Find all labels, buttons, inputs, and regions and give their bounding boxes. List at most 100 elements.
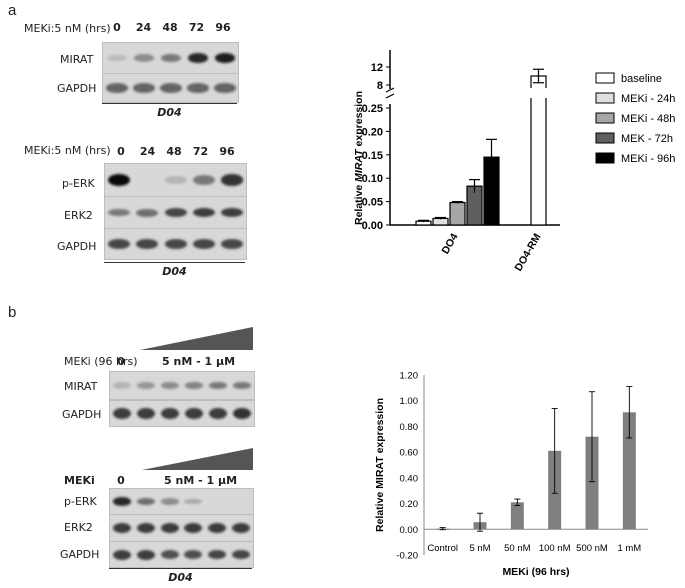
blot-b1-mirat-strip [109, 371, 255, 400]
blot-band [160, 549, 179, 560]
blot-b2-row-erk2: ERK2 [64, 521, 93, 534]
lane-label: 96 [215, 21, 231, 34]
blot-band [108, 174, 131, 186]
lane-label: 0 [113, 21, 121, 34]
blot-b1-row-mirat: MIRAT [64, 380, 98, 393]
blot-b2-gapdh-strip [109, 541, 254, 568]
blot-a2-row-perk: p-ERK [62, 177, 95, 190]
blot-b2-erk2-strip [109, 514, 254, 542]
blot-band [136, 523, 155, 533]
y-tick-label: 0.20 [362, 126, 383, 138]
blot-band [136, 208, 159, 217]
blot-band [132, 83, 155, 93]
y-tick-label: 0.05 [362, 197, 383, 209]
blot-band [185, 381, 203, 390]
blot-band [220, 174, 243, 186]
blot-b2-gradient-wedge [142, 448, 253, 470]
legend-label: MEKi - 24h [621, 93, 675, 105]
blot-a1-row-mirat: MIRAT [60, 53, 94, 66]
x-axis-label: MEKi (96 hrs) [502, 566, 569, 578]
blot-band [105, 83, 128, 93]
blot-band [233, 381, 251, 390]
blot-b2-row-perk: p-ERK [64, 495, 97, 508]
blot-band [136, 549, 155, 560]
blot-a2-underline [104, 262, 245, 263]
blot-a1-gapdh-strip [102, 73, 239, 103]
blot-b2-underline [109, 568, 252, 569]
bar-break-gap [529, 88, 548, 98]
bar [432, 217, 449, 226]
blot-a1-condition: MEKi:5 nM (hrs) [24, 22, 111, 35]
blot-band [184, 549, 203, 560]
bar [585, 436, 599, 530]
blot-b2-perk-strip [109, 488, 254, 515]
blot-band [159, 83, 182, 93]
x-tick-label: 1 mM [617, 543, 641, 554]
blot-band [164, 208, 187, 217]
blot-band [133, 54, 154, 62]
y-tick-label: -0.20 [396, 551, 418, 562]
panel-b-letter: b [8, 304, 17, 321]
blot-band [164, 175, 187, 185]
y-tick-label: 0.15 [362, 150, 383, 162]
blot-band [164, 239, 187, 249]
blot-band [192, 208, 215, 217]
lane-label: 48 [166, 145, 182, 158]
y-axis-label: Relative MIRAT expression [353, 91, 365, 225]
legend-swatch [595, 72, 615, 84]
x-tick-label: Control [427, 543, 458, 554]
blot-a2-erk2-strip [104, 196, 247, 229]
blot-b1-row-gapdh: GAPDH [62, 408, 102, 421]
blot-a2-row-erk2: ERK2 [64, 209, 93, 222]
blot-b1-gapdh-strip [109, 400, 255, 427]
legend-swatch [595, 112, 615, 124]
blot-band [137, 381, 155, 390]
lane-label: 96 [219, 145, 235, 158]
legend-label: MEK - 72h [621, 133, 673, 145]
lane-label: 24 [139, 145, 156, 158]
blot-band [106, 54, 127, 62]
y-tick-label: 0.60 [400, 448, 419, 459]
blot-band [113, 382, 131, 389]
blot-band [136, 239, 159, 249]
y-axis-label: Relative MIRAT expression [374, 398, 386, 532]
blot-band [233, 407, 251, 420]
blot-a2-row-gapdh: GAPDH [57, 240, 97, 253]
blot-band [113, 408, 131, 419]
lane-label: 72 [188, 21, 205, 34]
blot-a1-cell-line: D04 [157, 106, 182, 119]
blot-band [220, 239, 243, 249]
blot-band [136, 498, 155, 505]
blot-b2-row-gapdh: GAPDH [60, 548, 100, 561]
lane-label: 48 [162, 21, 178, 34]
blot-a2-gapdh-strip [104, 228, 247, 260]
lane-label: 0 [117, 145, 125, 158]
blot-a2-perk-strip [104, 163, 247, 197]
blot-b1-lane-0: 0 [117, 355, 125, 368]
legend-swatch [595, 132, 615, 144]
blot-band [192, 175, 215, 185]
blot-a1-underline [102, 103, 237, 104]
y-tick-label: 1.20 [400, 371, 419, 382]
x-tick-label: 500 nM [576, 543, 608, 554]
blot-b2-range: 5 nM - 1 μM [164, 474, 238, 487]
chart-b: -0.20 0.00 0.20 0.40 0.60 0.80 1.00 1.20 Control… [374, 371, 648, 578]
y-tick-label: 0.00 [400, 525, 419, 536]
y-tick-label: 12 [371, 62, 383, 74]
blot-a2-cell-line: D04 [162, 265, 187, 278]
blot-band [209, 381, 227, 390]
blot-band [161, 381, 179, 390]
axis-break-mark [385, 87, 395, 93]
axis-break-mark [385, 93, 395, 99]
blot-band [220, 208, 243, 217]
blot-band [160, 523, 179, 533]
blot-b1-condition: MEKi (96 hrs) [64, 355, 138, 368]
legend-label: MEKi - 48h [621, 113, 675, 125]
legend-label: MEKi - 96h [621, 153, 675, 165]
blot-b2-cell-line: D04 [168, 571, 193, 584]
blot-band [208, 523, 227, 533]
y-tick-label: 1.00 [400, 396, 419, 407]
blot-a1-row-gapdh: GAPDH [57, 82, 97, 95]
blot-band [112, 497, 131, 506]
bar [622, 412, 636, 530]
